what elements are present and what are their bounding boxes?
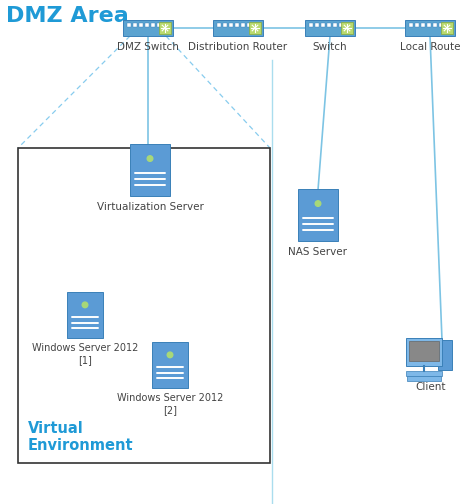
- Bar: [298, 189, 338, 241]
- Text: Client: Client: [416, 382, 446, 392]
- Bar: [309, 23, 313, 27]
- Bar: [421, 23, 425, 27]
- Bar: [18, 148, 270, 463]
- Text: NAS Server: NAS Server: [288, 247, 347, 257]
- Text: Windows Server 2012
[2]: Windows Server 2012 [2]: [117, 393, 223, 415]
- Bar: [441, 22, 453, 34]
- Bar: [151, 23, 155, 27]
- Bar: [213, 20, 263, 36]
- Text: Windows Server 2012
[1]: Windows Server 2012 [1]: [32, 343, 138, 364]
- Bar: [249, 22, 261, 34]
- Bar: [406, 371, 442, 376]
- Bar: [409, 23, 413, 27]
- Bar: [405, 20, 455, 36]
- Text: Virtual
Environment: Virtual Environment: [28, 421, 134, 453]
- Bar: [407, 376, 441, 381]
- Bar: [339, 23, 343, 27]
- Text: Distribution Router: Distribution Router: [188, 42, 288, 52]
- Bar: [333, 23, 337, 27]
- Bar: [127, 23, 131, 27]
- Bar: [327, 23, 331, 27]
- Bar: [229, 23, 233, 27]
- Bar: [406, 338, 442, 366]
- Text: Local Route: Local Route: [400, 42, 460, 52]
- Text: Virtualization Server: Virtualization Server: [97, 202, 203, 212]
- Bar: [139, 23, 143, 27]
- Bar: [427, 23, 431, 27]
- Bar: [133, 23, 137, 27]
- Bar: [439, 23, 443, 27]
- Text: DMZ Switch: DMZ Switch: [117, 42, 179, 52]
- Bar: [235, 23, 239, 27]
- Bar: [123, 20, 173, 36]
- Bar: [247, 23, 251, 27]
- Bar: [315, 23, 319, 27]
- Text: Switch: Switch: [313, 42, 347, 52]
- Bar: [433, 23, 437, 27]
- Circle shape: [147, 156, 153, 161]
- Bar: [241, 23, 245, 27]
- Bar: [157, 23, 161, 27]
- Bar: [223, 23, 227, 27]
- Bar: [159, 22, 171, 34]
- Circle shape: [82, 302, 88, 307]
- Circle shape: [167, 352, 173, 358]
- Bar: [341, 22, 353, 34]
- Bar: [305, 20, 355, 36]
- Bar: [409, 341, 439, 361]
- Bar: [321, 23, 325, 27]
- Bar: [438, 340, 452, 370]
- Bar: [130, 144, 170, 196]
- Bar: [217, 23, 221, 27]
- Bar: [152, 342, 188, 388]
- Text: DMZ Area: DMZ Area: [6, 6, 129, 26]
- Bar: [415, 23, 419, 27]
- Bar: [67, 292, 103, 338]
- Bar: [145, 23, 149, 27]
- Circle shape: [315, 201, 321, 206]
